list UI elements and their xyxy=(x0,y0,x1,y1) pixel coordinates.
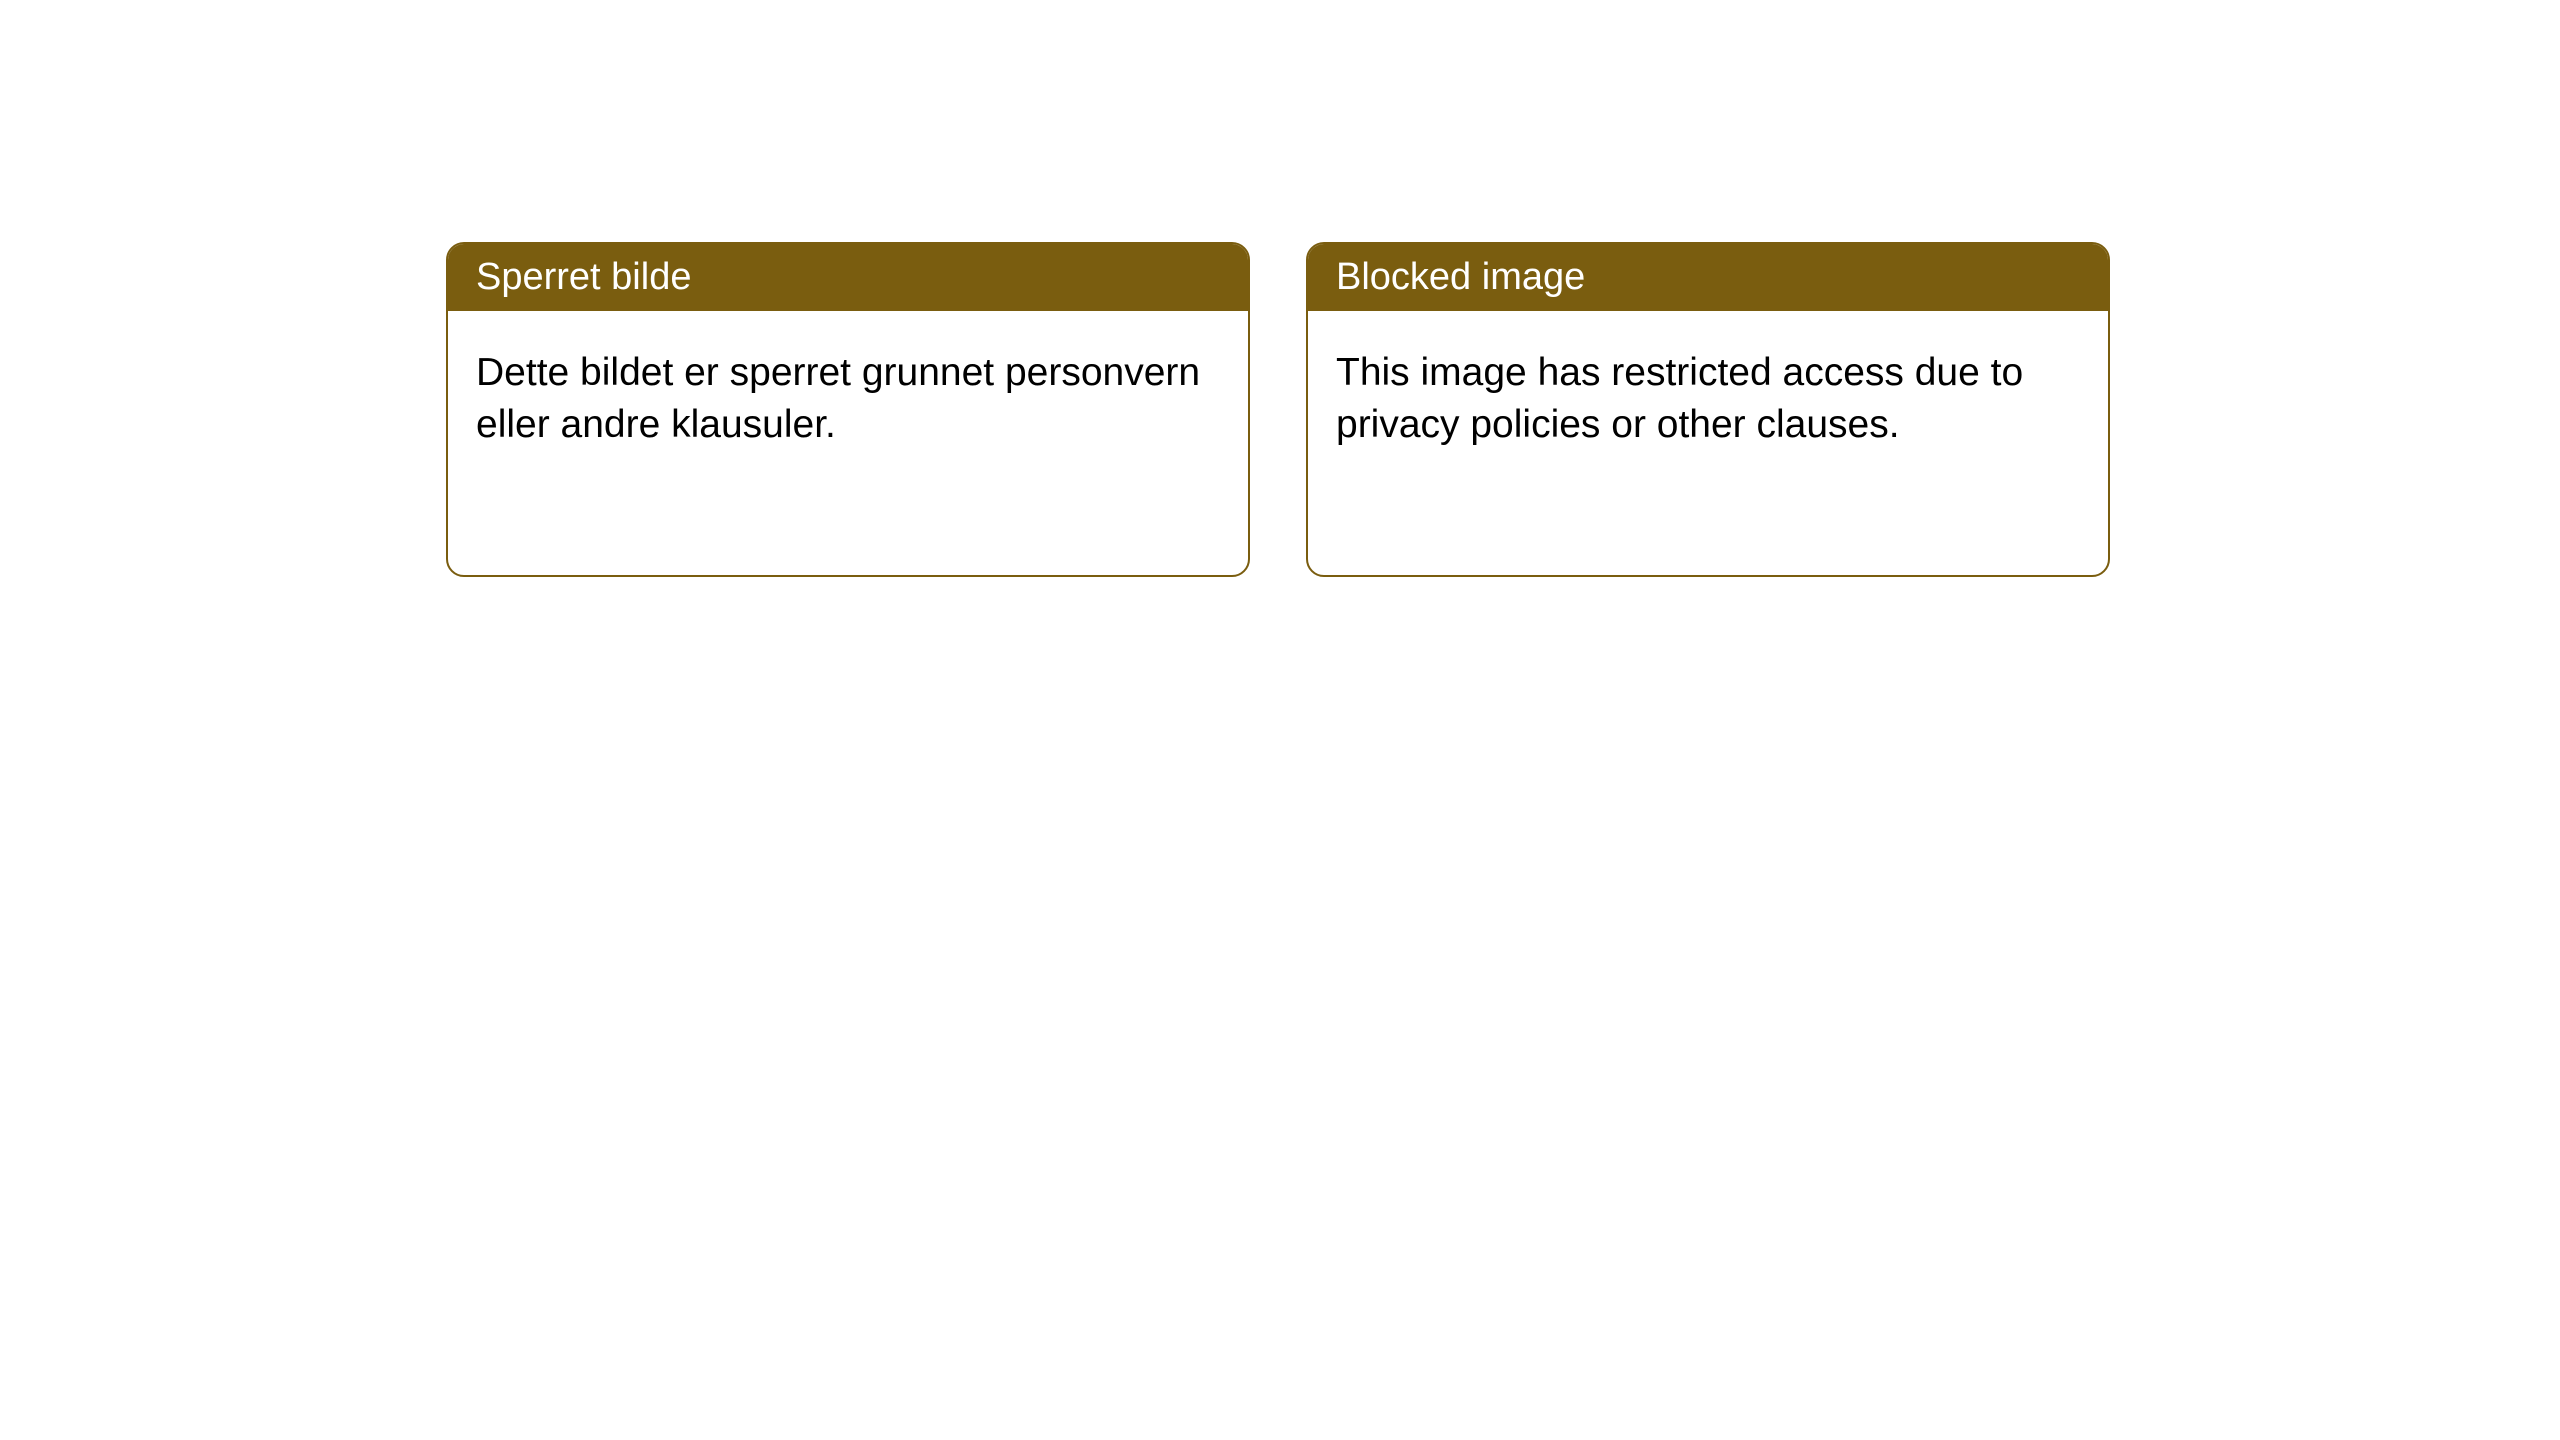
notice-card-body: This image has restricted access due to … xyxy=(1308,311,2108,487)
notice-card-english: Blocked image This image has restricted … xyxy=(1306,242,2110,577)
notice-card-norwegian: Sperret bilde Dette bildet er sperret gr… xyxy=(446,242,1250,577)
notice-card-header: Sperret bilde xyxy=(448,244,1248,311)
notice-container: Sperret bilde Dette bildet er sperret gr… xyxy=(0,0,2560,577)
notice-card-body: Dette bildet er sperret grunnet personve… xyxy=(448,311,1248,487)
notice-card-header: Blocked image xyxy=(1308,244,2108,311)
